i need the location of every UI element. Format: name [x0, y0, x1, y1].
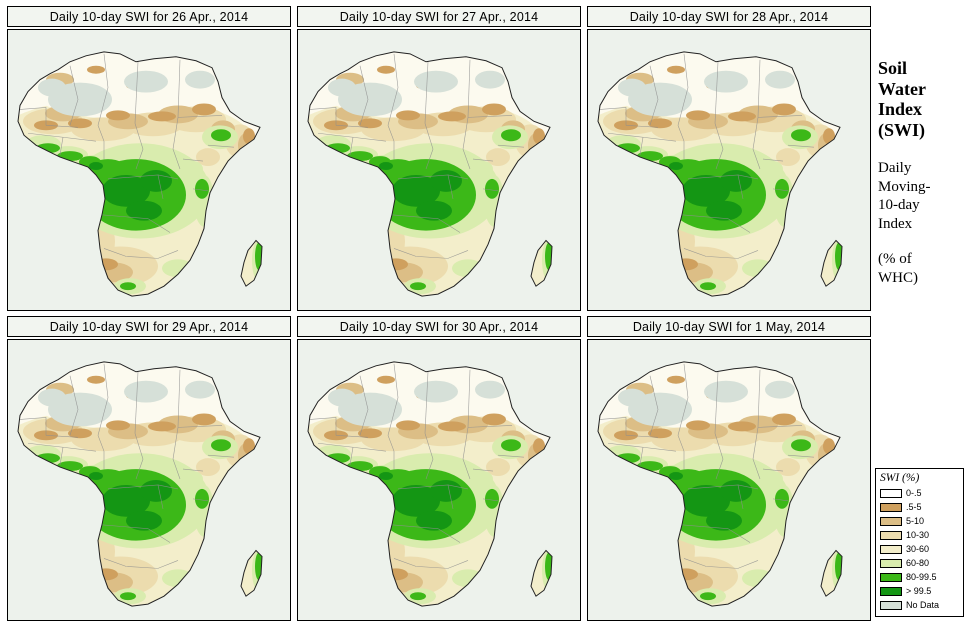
legend-label: 30-60: [906, 544, 930, 554]
map-panel: Daily 10-day SWI for 26 Apr., 2014: [7, 6, 291, 311]
legend-swatch: [880, 600, 902, 610]
panel-title: Daily 10-day SWI for 29 Apr., 2014: [7, 316, 291, 337]
africa-swi-map-graphic: [8, 30, 290, 310]
panel-title: Daily 10-day SWI for 27 Apr., 2014: [297, 6, 581, 27]
legend-label: .5-5: [906, 502, 922, 512]
swi-title: Soil Water Index (SWI): [878, 58, 926, 141]
legend-swatch: [880, 544, 902, 554]
map-panel: Daily 10-day SWI for 29 Apr., 2014: [7, 316, 291, 621]
legend-row: 60-80: [880, 556, 959, 570]
africa-map: [7, 339, 291, 621]
legend-label: 5-10: [906, 516, 925, 526]
map-panel: Daily 10-day SWI for 28 Apr., 2014: [587, 6, 871, 311]
legend-label: > 99.5: [906, 586, 932, 596]
legend-row: No Data: [880, 598, 959, 612]
panel-title: Daily 10-day SWI for 26 Apr., 2014: [7, 6, 291, 27]
africa-swi-map-graphic: [588, 340, 870, 620]
legend-swatch: [880, 586, 902, 596]
legend-label: 60-80: [906, 558, 930, 568]
legend-label: 10-30: [906, 530, 930, 540]
legend-swatch: [880, 558, 902, 568]
legend-label: No Data: [906, 600, 940, 610]
legend-swatch: [880, 572, 902, 582]
panel-title: Daily 10-day SWI for 30 Apr., 2014: [297, 316, 581, 337]
legend: SWI (%) 0-.5 .5-5 5-10 10-30 30-60 60-80…: [875, 468, 964, 617]
legend-row: 30-60: [880, 542, 959, 556]
africa-swi-map-graphic: [298, 340, 580, 620]
map-panel: Daily 10-day SWI for 27 Apr., 2014: [297, 6, 581, 311]
africa-swi-map-graphic: [8, 340, 290, 620]
africa-map: [297, 339, 581, 621]
legend-swatch: [880, 516, 902, 526]
legend-row: 5-10: [880, 514, 959, 528]
map-panel: Daily 10-day SWI for 30 Apr., 2014: [297, 316, 581, 621]
africa-map: [7, 29, 291, 311]
africa-swi-map-graphic: [588, 30, 870, 310]
legend-row: 80-99.5: [880, 570, 959, 584]
africa-swi-map-graphic: [298, 30, 580, 310]
legend-label: 0-.5: [906, 488, 922, 498]
legend-row: 0-.5: [880, 486, 959, 500]
legend-row: > 99.5: [880, 584, 959, 598]
legend-swatch: [880, 488, 902, 498]
sidebar: Soil Water Index (SWI) Daily Moving- 10-…: [874, 0, 968, 626]
panel-title: Daily 10-day SWI for 1 May, 2014: [587, 316, 871, 337]
swi-unit: (% of WHC): [878, 250, 918, 286]
africa-map: [587, 339, 871, 621]
map-grid: Daily 10-day SWI for 26 Apr., 2014 Daily…: [7, 6, 871, 621]
africa-map: [297, 29, 581, 311]
panel-title: Daily 10-day SWI for 28 Apr., 2014: [587, 6, 871, 27]
legend-row: 10-30: [880, 528, 959, 542]
swi-subtitle: Daily Moving- 10-day Index: [878, 159, 931, 232]
legend-row: .5-5: [880, 500, 959, 514]
africa-map: [587, 29, 871, 311]
legend-label: 80-99.5: [906, 572, 937, 582]
legend-swatch: [880, 502, 902, 512]
legend-swatch: [880, 530, 902, 540]
legend-title: SWI (%): [880, 472, 920, 484]
map-panel: Daily 10-day SWI for 1 May, 2014: [587, 316, 871, 621]
